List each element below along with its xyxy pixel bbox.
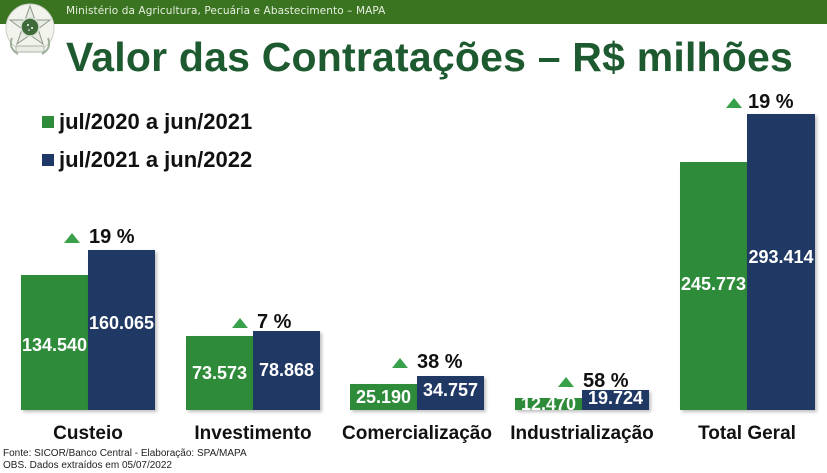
legend-label: jul/2020 a jun/2021 <box>59 109 253 134</box>
bar-value: 25.190 <box>355 387 412 407</box>
bar-value: 34.757 <box>422 380 479 400</box>
up-arrow-icon <box>64 232 80 243</box>
bar-value: 245.773 <box>680 274 747 294</box>
growth-value: 19 % <box>748 91 794 113</box>
bar-industrializacao-2022: 19.724 <box>582 388 649 410</box>
bar-value: 293.414 <box>748 247 814 267</box>
obs-note: OBS. Dados extraídos em 05/07/2022 <box>3 460 172 471</box>
bar-value: 134.540 <box>21 335 88 355</box>
legend: jul/2020 a jun/2021 jul/2021 a jun/2022 <box>42 103 252 179</box>
bar-value: 73.573 <box>191 363 248 383</box>
growth-comercializacao: 38 % <box>392 351 463 374</box>
bar-comercializacao-2022: 34.757 <box>417 376 484 410</box>
category-label-investimento: Investimento <box>194 423 312 444</box>
growth-investimento: 7 % <box>232 311 291 334</box>
bar-custeio-2021: 134.540 <box>21 275 88 410</box>
bar-value: 160.065 <box>88 313 155 333</box>
category-label-custeio: Custeio <box>53 423 123 444</box>
growth-value: 7 % <box>257 311 292 333</box>
legend-label: jul/2021 a jun/2022 <box>59 147 253 172</box>
header-bar: Ministério da Agricultura, Pecuária e Ab… <box>0 0 827 24</box>
bar-investimento-2021: 73.573 <box>186 336 253 410</box>
category-label-comercializacao: Comercialização <box>342 423 492 444</box>
up-arrow-icon <box>232 317 248 328</box>
chart-title: Valor das Contratações – R$ milhões <box>66 34 794 80</box>
source-note: Fonte: SICOR/Banco Central - Elaboração:… <box>3 448 247 459</box>
growth-value: 38 % <box>417 351 463 373</box>
bar-total-geral-2021: 245.773 <box>680 162 747 410</box>
ministry-name: Ministério da Agricultura, Pecuária e Ab… <box>66 5 386 17</box>
bar-value: 19.724 <box>587 388 644 408</box>
bar-industrializacao-2021: 12.470 <box>515 394 582 414</box>
legend-swatch-blue <box>42 154 54 166</box>
bar-value: 78.868 <box>258 360 315 380</box>
bar-comercializacao-2021: 25.190 <box>350 384 417 410</box>
bar-custeio-2022: 160.065 <box>88 250 155 410</box>
coat-of-arms-icon <box>5 3 55 55</box>
legend-item-2021: jul/2020 a jun/2021 <box>42 103 252 141</box>
legend-item-2022: jul/2021 a jun/2022 <box>42 141 252 179</box>
up-arrow-icon <box>558 376 574 387</box>
bar-total-geral-2022: 293.414 <box>747 114 815 410</box>
growth-custeio: 19 % <box>64 226 135 249</box>
legend-swatch-green <box>42 116 54 128</box>
category-label-industrializacao: Industrialização <box>510 423 654 444</box>
growth-value: 58 % <box>583 370 629 392</box>
growth-total-geral: 19 % <box>726 91 794 114</box>
growth-industrializacao: 58 % <box>558 370 629 393</box>
bar-value: 12.470 <box>520 394 577 414</box>
growth-value: 19 % <box>89 226 135 248</box>
bar-investimento-2022: 78.868 <box>253 331 320 410</box>
up-arrow-icon <box>726 97 742 108</box>
category-label-total-geral: Total Geral <box>698 423 796 444</box>
up-arrow-icon <box>392 357 408 368</box>
